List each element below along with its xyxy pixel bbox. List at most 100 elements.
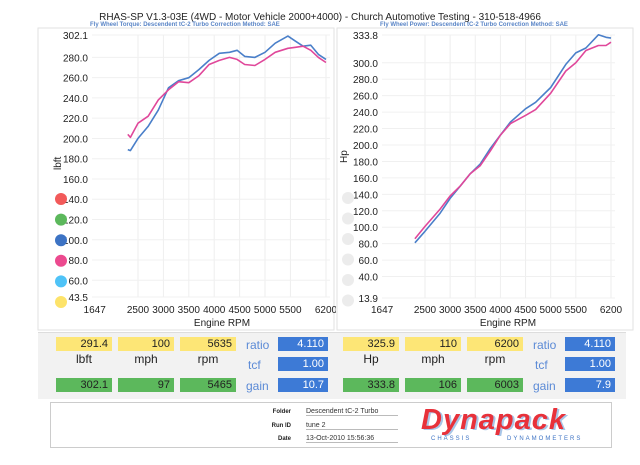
y-tick-label: 220.0 [63, 114, 88, 125]
gain-value: 10.7 [278, 378, 328, 392]
y-tick-label: 260.0 [63, 74, 88, 85]
x-tick-label: 4000 [203, 305, 226, 316]
y-tick-label: 160.0 [353, 174, 378, 185]
tcf-label: tcf [248, 358, 261, 372]
x-tick-label: 3500 [464, 305, 487, 316]
dynapack-logo: Dynapack [421, 404, 567, 436]
y-tick-label: 280.0 [353, 75, 378, 86]
gain-value: 7.9 [565, 378, 615, 392]
torque-chart: 1647 2500 3000 3500 4000 4500 5000 5500 6200 302.… [37, 27, 336, 331]
unit-label: lbft [75, 352, 92, 366]
date-value: 13-Oct-2010 15:56:36 [306, 435, 398, 443]
legend-dot[interactable] [342, 274, 354, 286]
best-value: 106 [405, 378, 461, 392]
legend-dot[interactable] [55, 296, 67, 308]
peak-value: 325.9 [343, 337, 399, 351]
y-tick-label: 280.0 [63, 53, 88, 64]
y-tick-label: 60.0 [69, 276, 89, 287]
y-tick-label: 220.0 [353, 125, 378, 136]
gain-label: gain [533, 379, 556, 393]
legend-dot[interactable] [55, 234, 67, 247]
x-tick-label: 4500 [514, 305, 537, 316]
peak-value: 110 [405, 337, 461, 351]
folder-value: Descendent tC-2 Turbo [306, 408, 398, 416]
legend-dot[interactable] [55, 254, 67, 267]
unit-label: mph [421, 352, 445, 366]
x-tick-label: 3000 [439, 305, 462, 316]
series-line-0 [127, 35, 327, 152]
legend-dot[interactable] [55, 275, 67, 288]
legend-dot[interactable] [342, 253, 354, 266]
y-tick-label: 240.0 [353, 108, 378, 119]
unit-label: rpm [484, 352, 506, 366]
y-tick-label: 100.0 [353, 223, 378, 234]
torque-subtitle: Fly Wheel Torque: Descendent tC-2 Turbo … [90, 22, 280, 28]
tcf-value: 1.00 [278, 357, 328, 371]
best-value: 302.1 [56, 378, 112, 392]
legend-dot[interactable] [342, 294, 354, 307]
ratio-label: ratio [246, 338, 270, 352]
y-tick-label: 180.0 [63, 155, 88, 166]
report-title: RHAS-SP V1.3-03E (4WD - Motor Vehicle 20… [99, 12, 541, 23]
y-tick-label: 120.0 [63, 215, 88, 226]
y-tick-label: 40.0 [359, 273, 379, 284]
x-tick-label: 2500 [127, 305, 150, 316]
y-axis-label: Hp [339, 150, 350, 163]
x-axis-label: Engine RPM [480, 318, 536, 329]
results-panel: 291.4 lbft 302.1 100 mph 97 5635 rpm 5465 ratio tc… [38, 332, 626, 399]
chart-frame [336, 27, 634, 331]
x-tick-label: 4000 [489, 305, 512, 316]
x-tick-label: 6200 [600, 305, 623, 316]
y-tick-label: 180.0 [353, 157, 378, 168]
legend-dot[interactable] [342, 192, 354, 204]
unit-label: mph [134, 352, 158, 366]
peak-value: 291.4 [56, 337, 112, 351]
logo-dynamometers: DYNAMOMETERS [507, 436, 583, 442]
peak-value: 5635 [180, 337, 236, 351]
legend-dot[interactable] [342, 212, 354, 225]
y-tick-label: 240.0 [63, 94, 88, 105]
x-tick-label: 3500 [178, 305, 201, 316]
ratio-value: 4.110 [278, 337, 328, 351]
x-tick-label: 5500 [565, 305, 588, 316]
run-info-footer: Folder Descendent tC-2 Turbo Run ID tune… [50, 402, 612, 448]
x-tick-label: 5000 [540, 305, 563, 316]
run-id-label: Run ID [271, 423, 291, 429]
x-tick-label: 1647 [84, 305, 107, 316]
y-tick-label: 200.0 [63, 134, 88, 145]
x-tick-label: 5000 [254, 305, 277, 316]
power-subtitle: Fly Wheel Power: Descendent tC-2 Turbo C… [380, 22, 568, 28]
unit-label: rpm [197, 352, 219, 366]
peak-value: 6200 [467, 337, 523, 351]
y-tick-label: 13.9 [359, 294, 379, 305]
y-tick-label: 140.0 [353, 190, 378, 201]
y-tick-label: 80.0 [69, 256, 89, 267]
legend-dot[interactable] [55, 213, 67, 226]
y-tick-label: 300.0 [353, 59, 378, 70]
y-tick-label: 302.1 [63, 31, 88, 42]
tcf-value: 1.00 [565, 357, 615, 371]
folder-label: Folder [272, 409, 291, 415]
y-tick-label: 80.0 [359, 240, 379, 251]
x-tick-label: 6200 [315, 305, 336, 316]
legend-dot[interactable] [55, 193, 67, 205]
run-id-value: tune 2 [306, 422, 398, 430]
y-axis-label: lbft [53, 156, 64, 170]
y-tick-label: 100.0 [63, 236, 88, 247]
legend-dot[interactable] [342, 233, 354, 245]
x-tick-label: 1647 [371, 305, 394, 316]
y-tick-label: 140.0 [63, 195, 88, 206]
y-tick-label: 333.8 [353, 31, 378, 42]
series-line-0 [414, 33, 612, 244]
y-tick-label: 200.0 [353, 141, 378, 152]
best-value: 5465 [180, 378, 236, 392]
power-chart: 1647 2500 3000 3500 4000 4500 5000 5500 6200 333.… [336, 27, 634, 331]
x-tick-label: 4500 [228, 305, 251, 316]
x-tick-label: 3000 [152, 305, 175, 316]
date-label: Date [277, 436, 291, 442]
series-line-1 [127, 45, 327, 139]
logo-chassis: CHASSIS [431, 436, 472, 442]
tcf-label: tcf [535, 358, 548, 372]
unit-label: Hp [363, 352, 379, 366]
best-value: 97 [118, 378, 174, 392]
